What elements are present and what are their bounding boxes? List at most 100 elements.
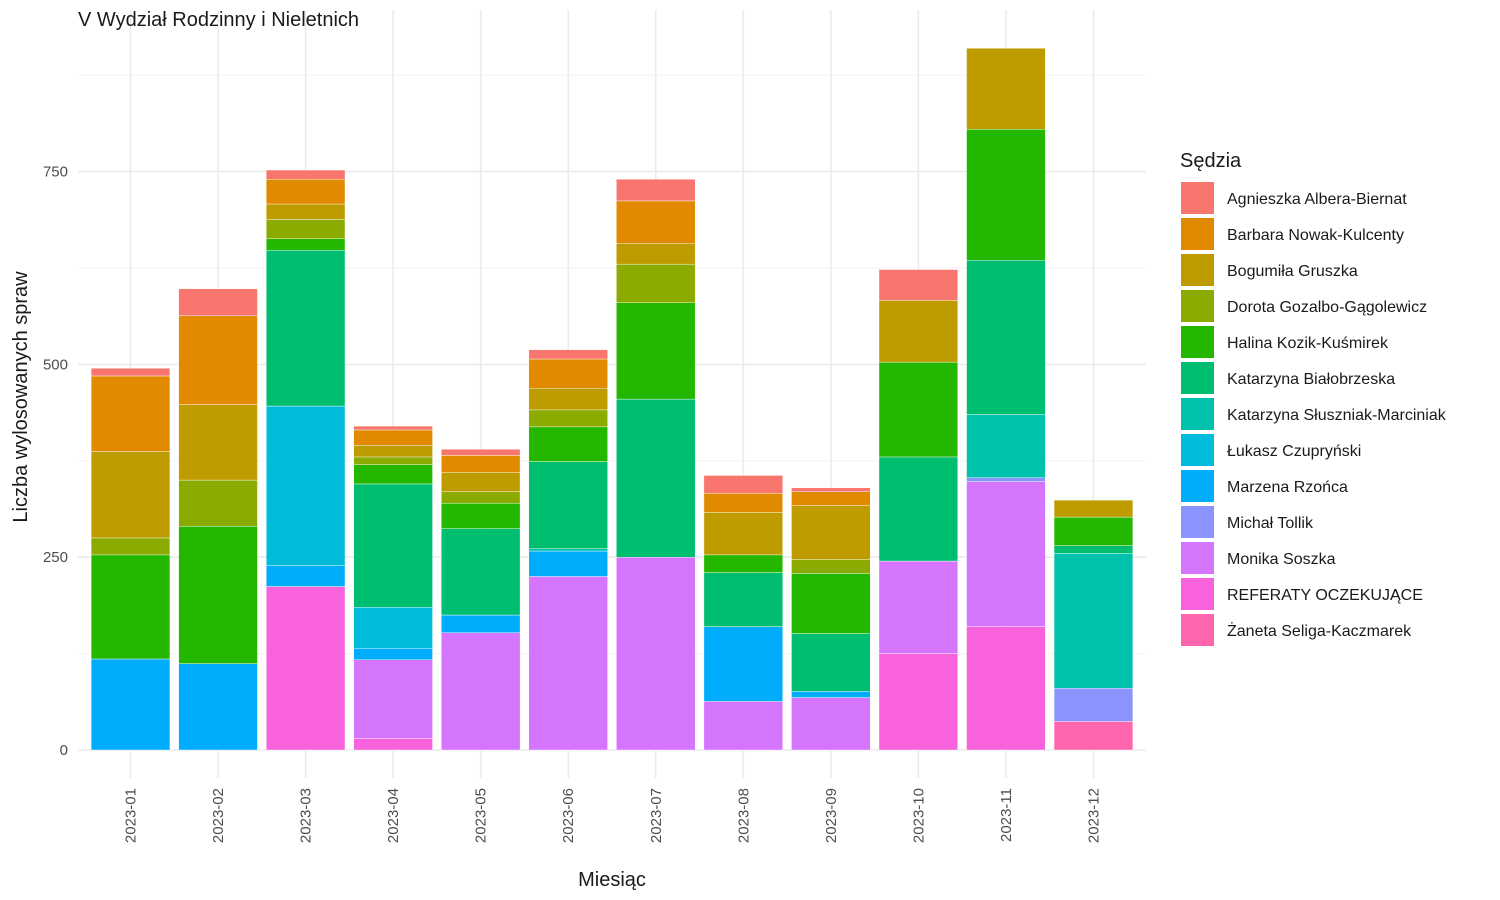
bar-segment <box>178 404 258 481</box>
bar-segment <box>528 426 608 462</box>
bar-segment <box>703 701 783 751</box>
bar-segment <box>703 492 783 513</box>
legend-swatch <box>1181 362 1214 394</box>
bar-segment <box>90 537 171 556</box>
bar-segment <box>353 483 433 608</box>
bar-segment <box>878 300 958 363</box>
x-axis-title: Miesiąc <box>578 869 646 891</box>
bar-segment <box>616 263 696 303</box>
bar-segment <box>1053 688 1134 722</box>
bar-segment <box>528 358 608 389</box>
bar-segment <box>528 349 608 360</box>
bar-segment <box>353 456 433 465</box>
legend-swatch <box>1181 470 1214 502</box>
legend-label: Michał Tollik <box>1227 515 1314 532</box>
bar-segment <box>266 203 346 220</box>
bar-segment <box>528 388 608 411</box>
bar-segment <box>266 586 346 751</box>
bar-segment <box>353 648 433 660</box>
x-tick-label: 2023-09 <box>823 788 840 843</box>
x-tick-label: 2023-11 <box>998 788 1015 842</box>
bar-segment <box>1053 516 1134 546</box>
bar-segment <box>353 425 433 431</box>
bar-segment <box>90 375 171 452</box>
bar-segment <box>1053 721 1134 751</box>
legend: Agnieszka Albera-Biernat Barbara Nowak-Ku… <box>1181 182 1447 646</box>
bar-segment <box>353 445 433 458</box>
bar-segment <box>353 464 433 485</box>
bar-segment <box>266 238 346 251</box>
legend-swatch <box>1181 254 1214 286</box>
bar-segment <box>441 614 521 633</box>
y-tick-label: 250 <box>43 549 68 566</box>
bar-segment <box>878 269 958 301</box>
legend-label: Dorota Gozalbo-Gągolewicz <box>1227 299 1427 316</box>
bar-segment <box>1053 499 1134 518</box>
bar-segment <box>791 491 871 506</box>
x-tick-label: 2023-07 <box>648 788 665 843</box>
bar-segment <box>703 475 783 494</box>
bar-segment <box>791 691 871 698</box>
y-axis: 0 250 500 750 <box>43 164 68 759</box>
y-axis-title: Liczba wylosowanych spraw <box>10 271 32 523</box>
legend-label: Monika Soszka <box>1227 551 1336 568</box>
bar-segment <box>353 738 433 751</box>
legend-label: REFERATY OCZEKUJĄCE <box>1227 587 1423 604</box>
legend-swatch <box>1181 506 1214 538</box>
y-tick-label: 0 <box>60 742 68 759</box>
bar-segment <box>441 449 521 456</box>
bar-segment <box>528 409 608 428</box>
bar-segment <box>878 456 958 562</box>
bar-segment <box>616 398 696 558</box>
x-tick-label: 2023-02 <box>210 788 227 843</box>
bar-segment <box>266 179 346 205</box>
bar-segment <box>1053 545 1134 554</box>
legend-label: Bogumiła Gruszka <box>1227 263 1358 280</box>
bar-segment <box>441 632 521 751</box>
bar-segment <box>441 472 521 492</box>
y-tick-label: 500 <box>43 356 68 373</box>
bar-segment <box>791 505 871 560</box>
x-tick-label: 2023-03 <box>298 788 315 843</box>
bar-segment <box>791 573 871 634</box>
bar-segment <box>703 554 783 573</box>
bar-segment <box>353 429 433 446</box>
bar-segment <box>178 526 258 664</box>
bar-segment <box>1053 553 1134 689</box>
x-tick-label: 2023-10 <box>910 788 927 843</box>
bar-segment <box>90 451 171 539</box>
legend-label: Żaneta Seliga-Kaczmarek <box>1227 621 1412 640</box>
bar-segment <box>703 512 783 556</box>
bar-segment <box>791 487 871 492</box>
x-tick-label: 2023-05 <box>473 788 490 843</box>
legend-swatch <box>1181 290 1214 322</box>
bar-segment <box>528 548 608 552</box>
x-axis: 2023-01 2023-02 2023-03 2023-04 2023-05 2023-… <box>123 788 1103 843</box>
legend-title: Sędzia <box>1180 150 1242 172</box>
bar-segment <box>878 653 958 751</box>
bar-segment <box>178 663 258 751</box>
legend-swatch <box>1181 614 1214 646</box>
legend-swatch <box>1181 398 1214 430</box>
bar-segment <box>878 361 958 458</box>
x-tick-label: 2023-12 <box>1085 788 1102 843</box>
legend-swatch <box>1181 578 1214 610</box>
bar-segment <box>791 633 871 692</box>
legend-label: Łukasz Czupryński <box>1227 443 1361 460</box>
x-tick-label: 2023-06 <box>560 788 577 843</box>
bar-segment <box>616 557 696 751</box>
bar-segment <box>441 491 521 504</box>
bar-segment <box>616 179 696 202</box>
bar-segment <box>441 455 521 473</box>
legend-label: Katarzyna Białobrzeska <box>1227 371 1395 388</box>
legend-swatch <box>1181 542 1214 574</box>
legend-label: Katarzyna Słuszniak-Marciniak <box>1227 407 1447 424</box>
bar-segment <box>966 481 1046 627</box>
bar-segment <box>266 219 346 239</box>
bar-segment <box>966 414 1046 478</box>
legend-label: Barbara Nowak-Kulcenty <box>1227 227 1404 244</box>
chart-title: V Wydział Rodzinny i Nieletnich <box>78 9 359 31</box>
bar-segment <box>703 572 783 627</box>
bars <box>90 48 1134 751</box>
bar-segment <box>90 658 171 751</box>
